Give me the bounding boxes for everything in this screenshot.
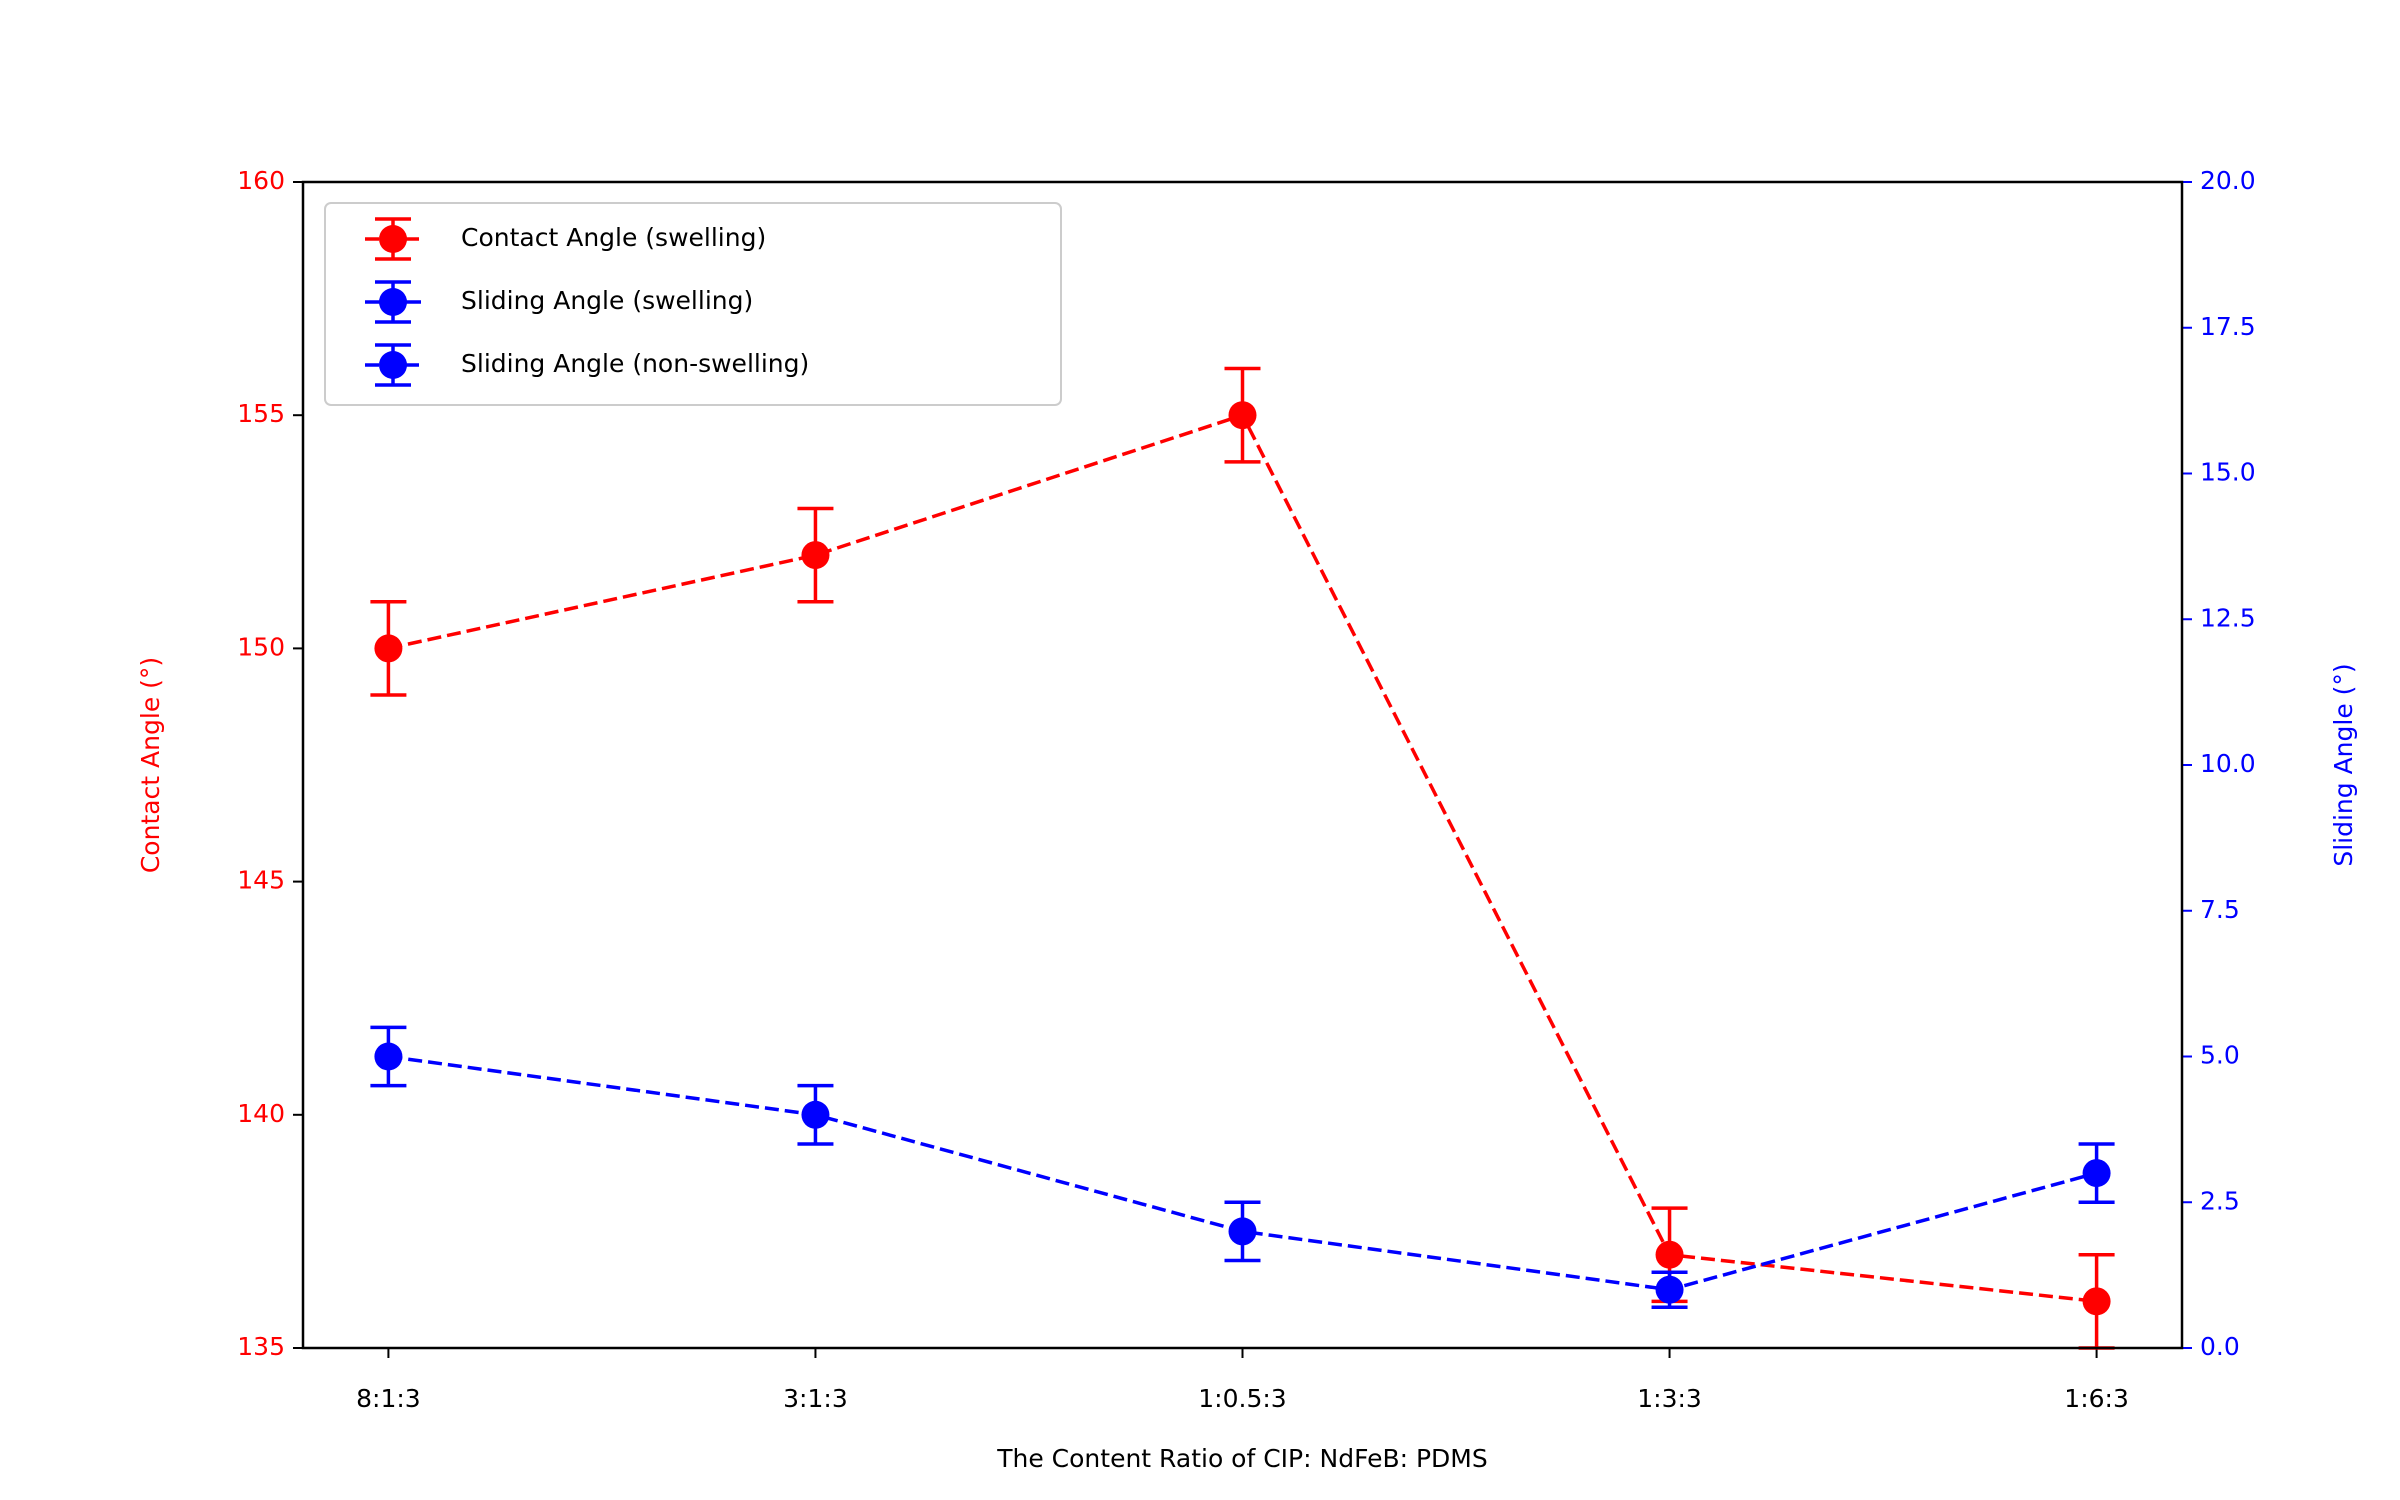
y-axis-label: Contact Angle (°) [136,657,165,873]
point [2082,1287,2111,1316]
y2-tick-label: 2.5 [2200,1186,2240,1215]
y2-tick-label: 20.0 [2200,166,2256,195]
point [374,1042,403,1071]
point [801,541,830,570]
point [1655,1240,1684,1269]
y-tick-label: 155 [237,399,285,428]
x-tick-label: 3:1:3 [783,1384,848,1413]
y2-tick-label: 17.5 [2200,312,2256,341]
legend-marker [379,225,407,253]
y-tick-label: 140 [237,1099,285,1128]
x-axis-label: The Content Ratio of CIP: NdFeB: PDMS [996,1444,1488,1473]
y2-tick-label: 0.0 [2200,1332,2240,1361]
legend-label: Contact Angle (swelling) [461,223,766,252]
legend-box [324,202,1062,406]
y2-tick-label: 12.5 [2200,603,2256,632]
y2-tick-label: 5.0 [2200,1041,2240,1070]
x-tick-label: 1:0.5:3 [1198,1384,1286,1413]
y-tick-label: 145 [237,866,285,895]
point [1228,401,1257,430]
point [374,634,403,663]
x-tick-label: 8:1:3 [356,1384,421,1413]
legend-marker [379,351,407,379]
y2-tick-label: 7.5 [2200,895,2240,924]
point [1228,1217,1257,1246]
legend-label: Sliding Angle (non-swelling) [461,349,809,378]
legend-label: Sliding Angle (swelling) [461,286,753,315]
legend-marker [379,288,407,316]
y2-tick-label: 15.0 [2200,458,2256,487]
y-tick-label: 150 [237,632,285,661]
y-tick-label: 160 [237,166,285,195]
point [801,1100,830,1129]
y2-tick-label: 10.0 [2200,749,2256,778]
x-tick-label: 1:3:3 [1637,1384,1702,1413]
x-tick-label: 1:6:3 [2064,1384,2129,1413]
point [2082,1159,2111,1188]
plot-frame [301,180,2184,1350]
y-tick-label: 135 [237,1332,285,1361]
point [1655,1275,1684,1304]
y2-axis-label: Sliding Angle (°) [2329,663,2358,866]
